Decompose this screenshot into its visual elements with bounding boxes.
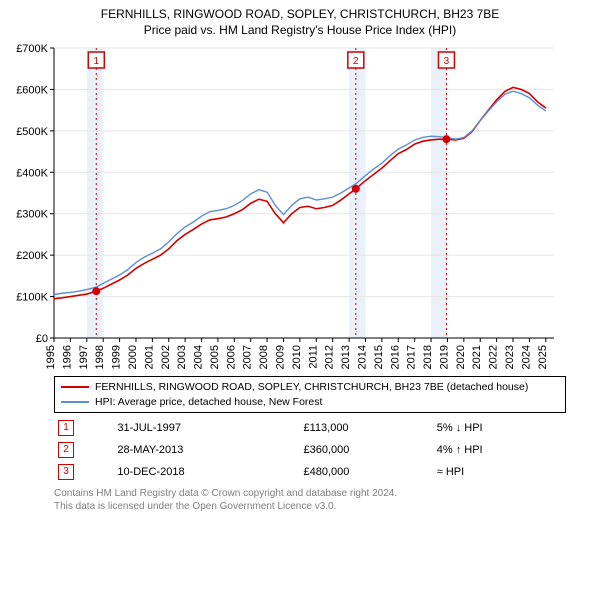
svg-text:1995: 1995 <box>45 345 57 369</box>
price-chart-page: { "title_line1": "FERNHILLS, RINGWOOD RO… <box>0 0 600 590</box>
svg-text:2013: 2013 <box>340 345 352 369</box>
svg-text:£0: £0 <box>36 333 48 345</box>
svg-text:2020: 2020 <box>455 345 467 369</box>
svg-text:2001: 2001 <box>143 345 155 369</box>
marker-price: £480,000 <box>299 461 432 483</box>
marker-date: 10-DEC-2018 <box>113 461 299 483</box>
svg-text:2024: 2024 <box>520 345 532 369</box>
svg-text:2003: 2003 <box>176 345 188 369</box>
svg-text:£700K: £700K <box>16 43 48 55</box>
svg-text:2010: 2010 <box>291 345 303 369</box>
marker-date: 28-MAY-2013 <box>113 439 299 461</box>
svg-text:2022: 2022 <box>488 345 500 369</box>
svg-text:2014: 2014 <box>356 345 368 369</box>
svg-text:2023: 2023 <box>504 345 516 369</box>
legend-swatch <box>61 386 89 388</box>
svg-text:2008: 2008 <box>258 345 270 369</box>
svg-text:2011: 2011 <box>307 345 319 369</box>
svg-text:£400K: £400K <box>16 168 48 180</box>
marker-row: 3 10-DEC-2018£480,000≈ HPI <box>54 461 566 483</box>
svg-text:£600K: £600K <box>16 85 48 97</box>
svg-text:£200K: £200K <box>16 251 48 263</box>
svg-text:2004: 2004 <box>193 345 205 369</box>
svg-text:1999: 1999 <box>111 345 123 369</box>
marker-delta: ≈ HPI <box>433 461 566 483</box>
svg-text:2006: 2006 <box>225 345 237 369</box>
svg-text:3: 3 <box>444 56 450 67</box>
sales-markers-table: 1 31-JUL-1997£113,0005% ↓ HPI 2 28-MAY-2013… <box>54 417 566 483</box>
svg-text:1: 1 <box>94 56 100 67</box>
svg-text:2005: 2005 <box>209 345 221 369</box>
legend-label: FERNHILLS, RINGWOOD ROAD, SOPLEY, CHRIST… <box>95 380 528 394</box>
svg-text:2007: 2007 <box>242 345 254 369</box>
marker-badge: 1 <box>58 420 74 436</box>
legend-label: HPI: Average price, detached house, New … <box>95 395 322 409</box>
svg-text:2025: 2025 <box>537 345 549 369</box>
marker-delta: 4% ↑ HPI <box>433 439 566 461</box>
svg-text:2009: 2009 <box>275 345 287 369</box>
svg-text:£100K: £100K <box>16 292 48 304</box>
svg-text:£300K: £300K <box>16 209 48 221</box>
svg-text:2019: 2019 <box>438 345 450 369</box>
chart-title: FERNHILLS, RINGWOOD ROAD, SOPLEY, CHRIST… <box>10 6 590 38</box>
footer-line1: Contains HM Land Registry data © Crown c… <box>54 487 566 500</box>
svg-text:2021: 2021 <box>471 345 483 369</box>
marker-badge: 3 <box>58 464 74 480</box>
svg-text:2: 2 <box>353 56 359 67</box>
chart-area: £0 £100K £200K £300K £400K £500K £600K £700K 199… <box>10 42 590 372</box>
marker-price: £113,000 <box>299 417 432 439</box>
svg-text:2018: 2018 <box>422 345 434 369</box>
footer-line2: This data is licensed under the Open Gov… <box>54 500 566 513</box>
svg-text:2015: 2015 <box>373 345 385 369</box>
title-line2: Price paid vs. HM Land Registry's House … <box>10 22 590 38</box>
svg-text:2002: 2002 <box>160 345 172 369</box>
svg-text:2016: 2016 <box>389 345 401 369</box>
title-line1: FERNHILLS, RINGWOOD ROAD, SOPLEY, CHRIST… <box>10 6 590 22</box>
svg-text:1997: 1997 <box>78 345 90 369</box>
svg-text:2012: 2012 <box>324 345 336 369</box>
legend-row: HPI: Average price, detached house, New … <box>61 395 559 409</box>
marker-row: 1 31-JUL-1997£113,0005% ↓ HPI <box>54 417 566 439</box>
marker-date: 31-JUL-1997 <box>113 417 299 439</box>
legend: FERNHILLS, RINGWOOD ROAD, SOPLEY, CHRIST… <box>54 376 566 412</box>
marker-row: 2 28-MAY-2013£360,0004% ↑ HPI <box>54 439 566 461</box>
svg-text:1998: 1998 <box>94 345 106 369</box>
legend-row: FERNHILLS, RINGWOOD ROAD, SOPLEY, CHRIST… <box>61 380 559 394</box>
svg-text:2017: 2017 <box>406 345 418 369</box>
marker-delta: 5% ↓ HPI <box>433 417 566 439</box>
legend-swatch <box>61 401 89 403</box>
marker-price: £360,000 <box>299 439 432 461</box>
svg-text:2000: 2000 <box>127 345 139 369</box>
data-license-footer: Contains HM Land Registry data © Crown c… <box>54 487 566 513</box>
marker-badge: 2 <box>58 442 74 458</box>
line-chart: £0 £100K £200K £300K £400K £500K £600K £700K 199… <box>10 42 570 372</box>
svg-text:£500K: £500K <box>16 126 48 138</box>
svg-text:1996: 1996 <box>61 345 73 369</box>
